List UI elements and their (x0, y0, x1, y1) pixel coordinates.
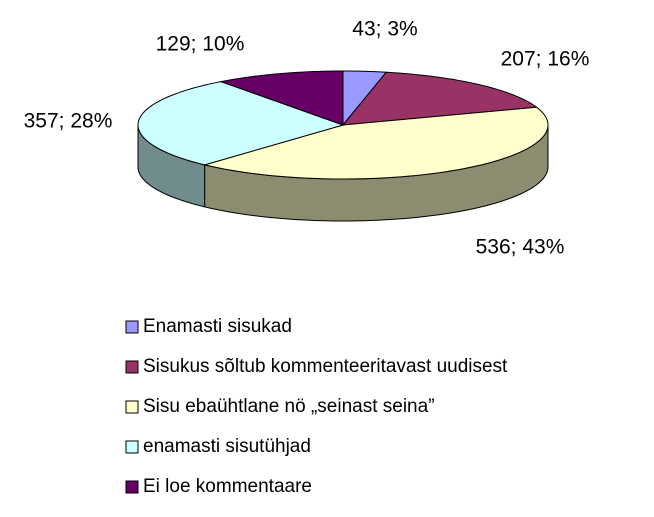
legend-label: Sisukus sõltub kommenteeritavast uudises… (143, 356, 508, 377)
pie-slice (137, 81, 345, 166)
pie-slice (202, 106, 549, 180)
legend-swatch (125, 360, 139, 374)
data-label: 43; 3% (352, 18, 417, 41)
legend-label: Sisu ebaühtlane nö „seinast seina” (143, 396, 435, 417)
legend-swatch (125, 400, 139, 414)
legend-label: Enamasti sisukad (143, 316, 292, 337)
legend-label: Ei loe kommentaare (143, 476, 312, 497)
data-label: 357; 28% (24, 110, 113, 133)
pie-slice (219, 70, 344, 126)
legend-swatch (125, 320, 139, 334)
legend: Enamasti sisukad Sisukus sõltub kommentee… (125, 316, 508, 497)
legend-swatch (125, 440, 139, 454)
pie-tops (137, 70, 549, 180)
data-label: 536; 43% (476, 236, 565, 259)
legend-swatch (125, 480, 139, 494)
data-label: 129; 10% (156, 33, 245, 56)
legend-label: enamasti sisutühjad (143, 436, 311, 457)
data-label: 207; 16% (501, 48, 590, 71)
data-labels: 43; 3% 207; 16% 536; 43% 357; 28% 129; 10% (24, 18, 590, 259)
pie-slice (341, 71, 538, 126)
